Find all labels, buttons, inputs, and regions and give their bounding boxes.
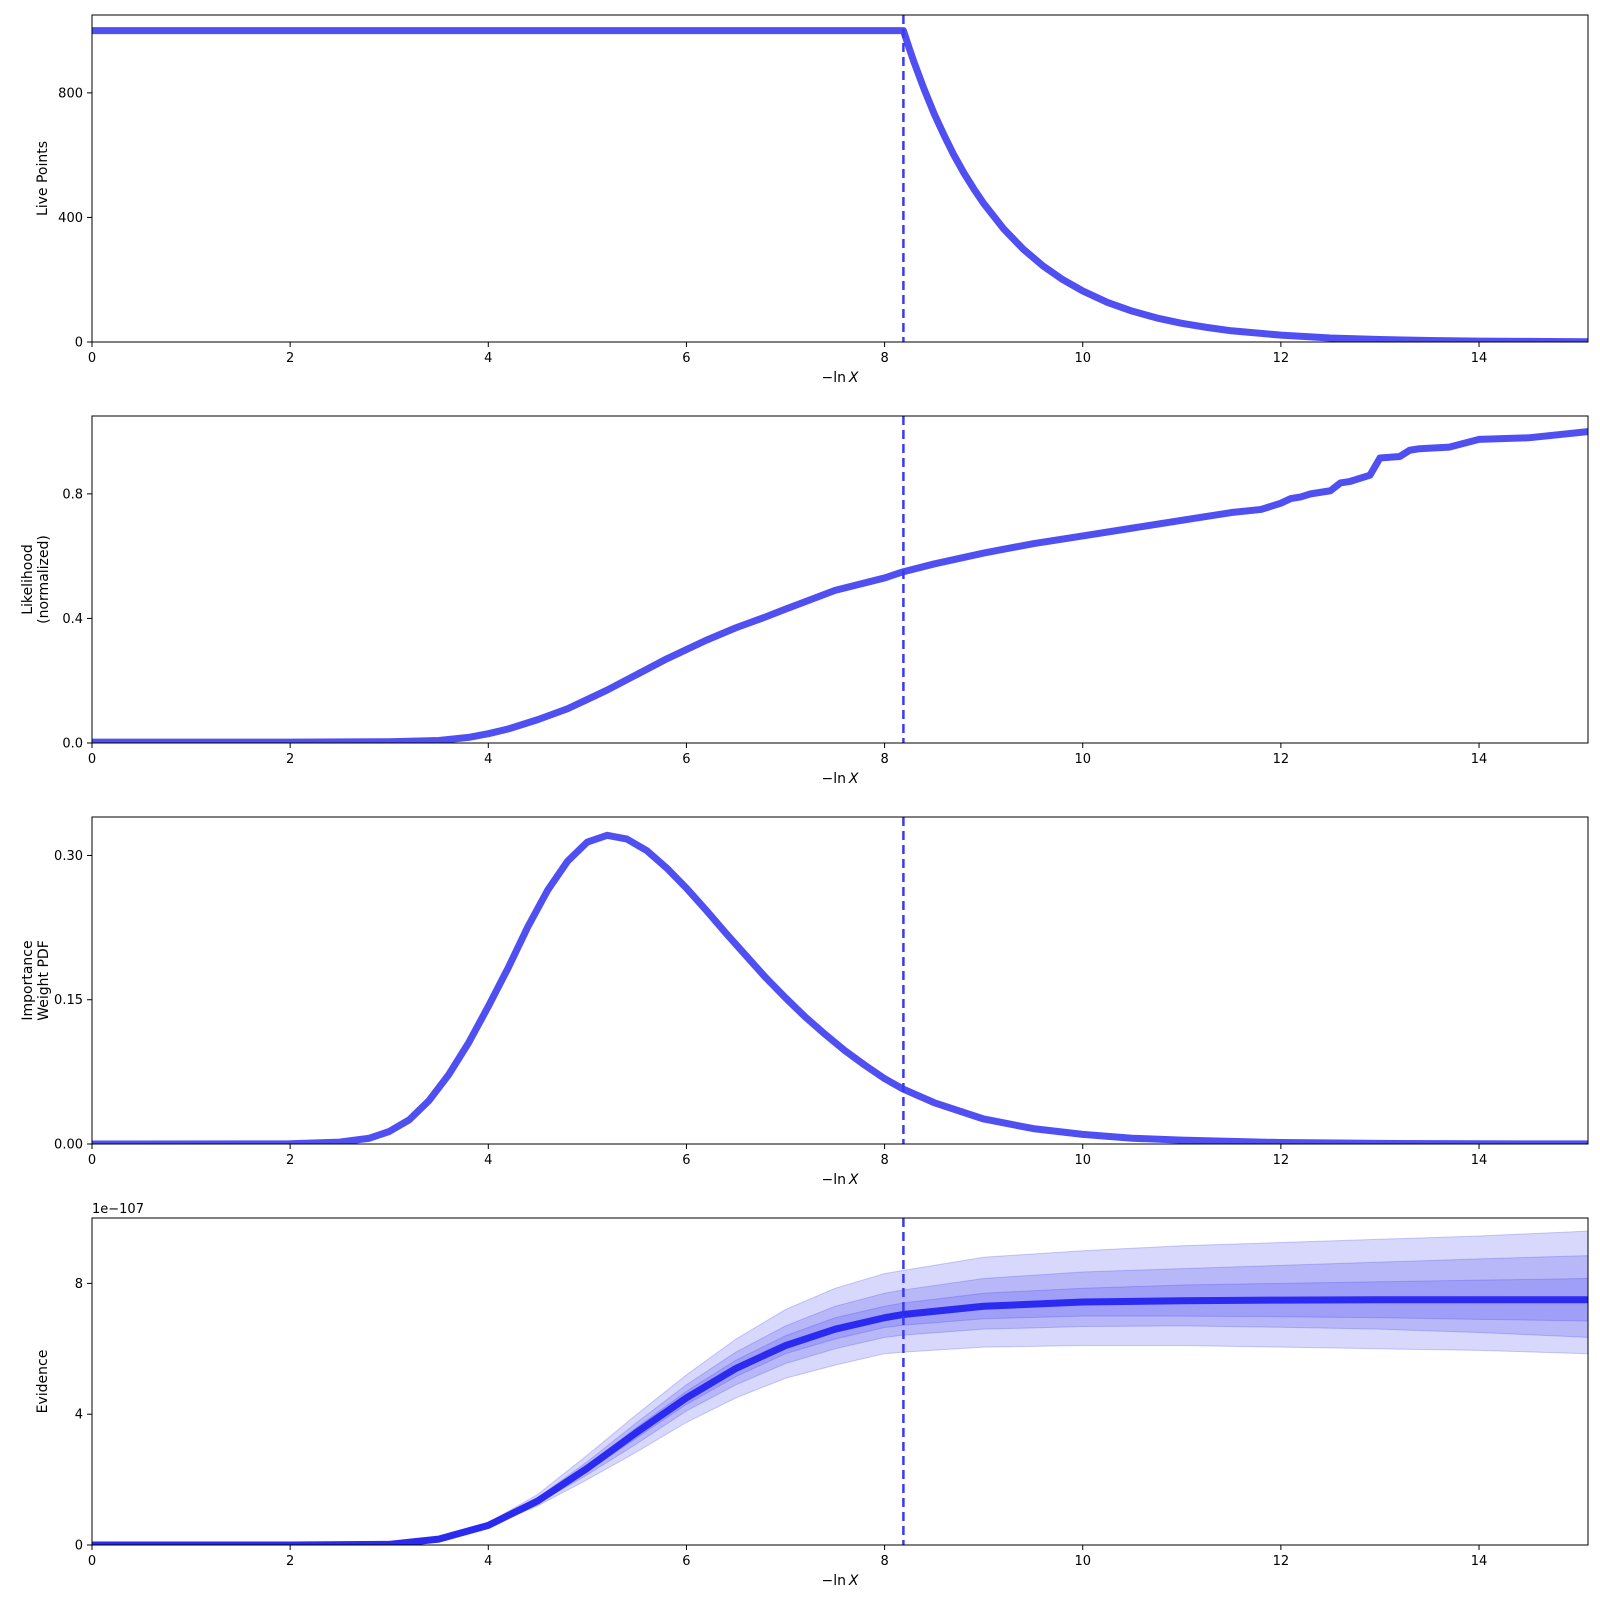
likelihood-y-tick-label: 0.0 (62, 737, 83, 752)
importance-weight-x-tick-label: 2 (286, 1153, 294, 1168)
live-points-x-tick-label: 0 (88, 351, 96, 366)
likelihood-plot-area (92, 416, 1588, 743)
likelihood-x-tick-label: 8 (880, 752, 888, 767)
likelihood-x-tick-label: 6 (682, 752, 690, 767)
likelihood-x-tick-label: 14 (1471, 752, 1488, 767)
likelihood-y-axis-label: Likelihood(normalized) (20, 535, 52, 624)
evidence-x-tick-label: 8 (880, 1554, 888, 1569)
live-points-y-tick-label: 0 (75, 336, 83, 351)
evidence-x-tick-label: 0 (88, 1554, 96, 1569)
likelihood-x-tick-label: 10 (1074, 752, 1091, 767)
live-points-x-tick-label: 10 (1074, 351, 1091, 366)
likelihood-x-axis-label: −ln X (822, 771, 859, 787)
live-points-x-tick-label: 4 (484, 351, 492, 366)
likelihood-series-line (92, 428, 1588, 743)
evidence-axes-frame (91, 1217, 1589, 1546)
live-points-panel: 0 2 4 6 8 10 12 14 0 400 800 −ln X Live Points (35, 14, 1589, 386)
importance-weight-panel: 0 2 4 6 8 10 12 14 0.00 0.15 0.30 −ln X ImportanceWe… (20, 816, 1589, 1188)
importance-weight-x-tick-label: 0 (88, 1153, 96, 1168)
live-points-y-tick-label: 800 (58, 86, 83, 101)
evidence-y-tick-label: 8 (75, 1277, 83, 1292)
live-points-axes-frame (91, 14, 1589, 343)
likelihood-x-tick-label: 4 (484, 752, 492, 767)
evidence-plot-area (92, 1218, 1588, 1545)
importance-weight-x-tick-label: 14 (1471, 1153, 1488, 1168)
live-points-x-tick-label: 6 (682, 351, 690, 366)
importance-weight-x-tick-label: 4 (484, 1153, 492, 1168)
live-points-x-tick-label: 14 (1471, 351, 1488, 366)
evidence-offset-text: 1e−107 (92, 1202, 144, 1217)
evidence-x-tick-label: 12 (1273, 1554, 1290, 1569)
evidence-x-tick-label: 2 (286, 1554, 294, 1569)
evidence-x-tick-label: 10 (1074, 1554, 1091, 1569)
importance-weight-x-tick-label: 6 (682, 1153, 690, 1168)
live-points-x-tick-label: 8 (880, 351, 888, 366)
likelihood-axes-frame (91, 415, 1589, 744)
evidence-band-3 (92, 1277, 1588, 1545)
evidence-x-tick-label: 4 (484, 1554, 492, 1569)
evidence-panel: 0 2 4 6 8 10 12 14 0 4 8 −ln X Evidence 1e−107 (35, 1202, 1589, 1589)
likelihood-x-tick-label: 0 (88, 752, 96, 767)
evidence-y-tick-label: 0 (75, 1539, 83, 1554)
evidence-x-axis-label: −ln X (822, 1573, 859, 1589)
likelihood-panel: 0 2 4 6 8 10 12 14 0.0 0.4 0.8 −ln X Likelihood(norm… (20, 415, 1589, 787)
likelihood-y-tick-label: 0.4 (62, 612, 83, 627)
importance-weight-x-tick-label: 12 (1273, 1153, 1290, 1168)
live-points-x-tick-label: 12 (1273, 351, 1290, 366)
importance-weight-axes-frame (91, 816, 1589, 1145)
importance-weight-x-tick-label: 10 (1074, 1153, 1091, 1168)
importance-weight-y-tick-label: 0.15 (54, 993, 83, 1008)
live-points-x-axis-label: −ln X (822, 370, 859, 386)
live-points-y-axis-label: Live Points (35, 141, 51, 216)
live-points-series-line (92, 27, 1588, 342)
importance-weight-plot-area (92, 817, 1588, 1144)
evidence-x-tick-label: 6 (682, 1554, 690, 1569)
evidence-band-2 (92, 1255, 1588, 1545)
live-points-x-tick-label: 2 (286, 351, 294, 366)
live-points-y-tick-label: 400 (58, 211, 83, 226)
importance-weight-x-tick-label: 8 (880, 1153, 888, 1168)
evidence-y-tick-label: 4 (75, 1408, 83, 1423)
evidence-band-1 (92, 1230, 1588, 1545)
evidence-median-line (92, 1296, 1588, 1545)
importance-weight-series-line (92, 831, 1588, 1144)
evidence-x-tick-label: 14 (1471, 1554, 1488, 1569)
importance-weight-y-tick-label: 0.30 (54, 849, 83, 864)
likelihood-x-tick-label: 2 (286, 752, 294, 767)
likelihood-y-tick-label: 0.8 (62, 487, 83, 502)
live-points-plot-area (92, 15, 1588, 342)
importance-weight-y-tick-label: 0.00 (54, 1138, 83, 1153)
importance-weight-x-axis-label: −ln X (822, 1172, 859, 1188)
likelihood-x-tick-label: 12 (1273, 752, 1290, 767)
evidence-y-axis-label: Evidence (35, 1350, 51, 1414)
importance-weight-y-axis-label: ImportanceWeight PDF (20, 940, 52, 1021)
